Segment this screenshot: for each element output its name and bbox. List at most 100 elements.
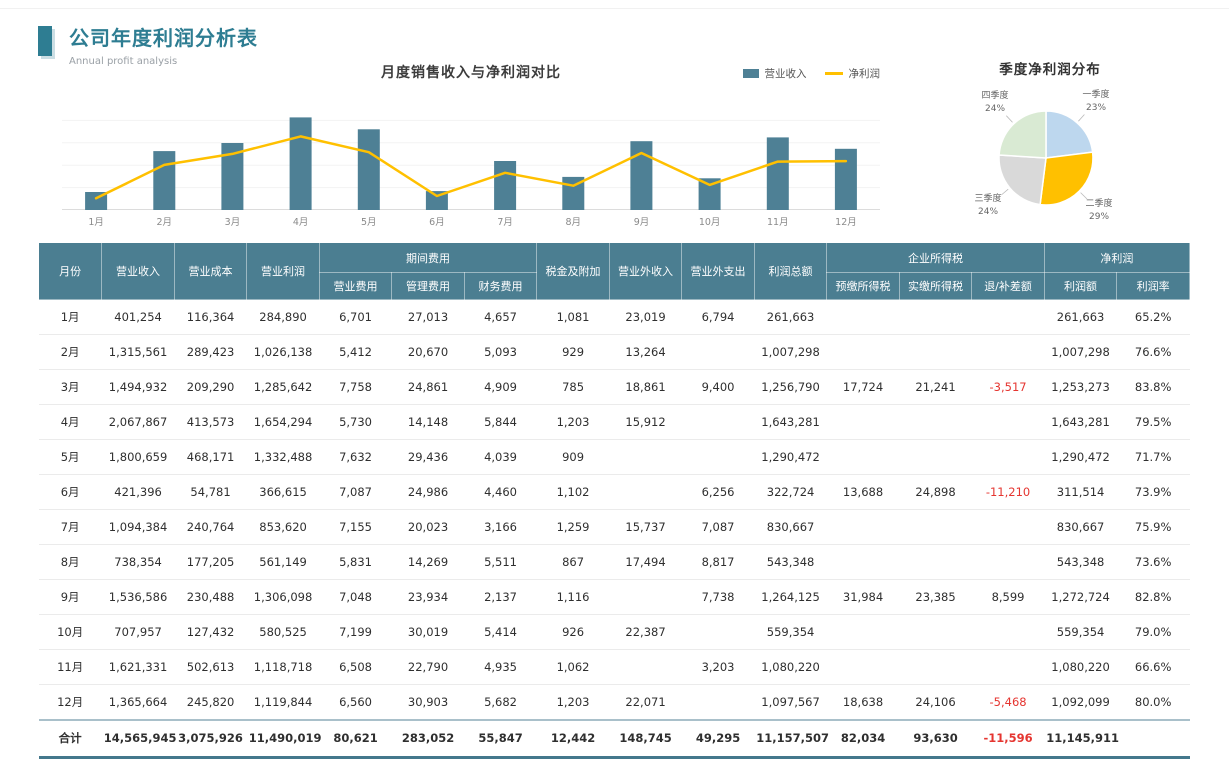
month-cell: 9月 — [38, 579, 102, 615]
value-cell: 1,253,273 — [1044, 369, 1117, 405]
value-cell: 502,613 — [174, 649, 247, 685]
column-header: 净利润 — [1043, 242, 1191, 273]
value-cell: 24,898 — [899, 474, 972, 510]
value-cell: 1,494,932 — [101, 369, 175, 405]
value-cell: 1,643,281 — [754, 404, 827, 440]
pie-leader-line — [1080, 192, 1088, 200]
pie-slice-三季度 — [998, 154, 1047, 206]
value-cell: 1,264,125 — [754, 579, 827, 615]
value-cell: 7,199 — [319, 614, 392, 650]
value-cell — [609, 439, 682, 475]
line-series-swatch-icon — [824, 72, 843, 75]
value-cell: 55,847 — [464, 718, 537, 759]
pie-label-三季度: 三季度 24% — [974, 193, 1002, 217]
month-cell: 合计 — [38, 718, 102, 759]
x-tick-6月: 6月 — [429, 217, 445, 228]
value-cell: 73.6% — [1116, 544, 1190, 580]
page-title: 公司年度利润分析表 — [69, 26, 258, 50]
value-cell: 1,116 — [536, 579, 610, 615]
value-cell: 853,620 — [246, 509, 320, 545]
value-cell: 8,817 — [681, 544, 755, 580]
value-cell: 1,203 — [536, 404, 610, 440]
value-cell — [681, 614, 755, 650]
value-cell: 79.0% — [1116, 614, 1190, 650]
x-tick-10月: 10月 — [698, 217, 721, 228]
value-cell: 284,890 — [246, 299, 320, 335]
bar-7月 — [494, 161, 517, 210]
value-cell: 20,670 — [391, 334, 465, 370]
value-cell: 5,682 — [464, 684, 537, 720]
x-tick-4月: 4月 — [292, 217, 309, 228]
x-tick-9月: 9月 — [633, 217, 650, 228]
value-cell — [826, 649, 900, 685]
pie-slice-二季度 — [1039, 151, 1094, 206]
value-cell: 830,667 — [754, 509, 827, 545]
value-cell: 80,621 — [319, 718, 392, 759]
value-cell: 71.7% — [1116, 439, 1190, 475]
value-cell — [971, 334, 1045, 370]
combo-chart: 月度销售收入与净利润对比 营业收入 净利润 1月 2月 3月 4月 5月 6月 7月 8月 9月… — [62, 62, 880, 228]
value-cell: 31,984 — [826, 579, 900, 615]
value-cell: 1,290,472 — [1044, 439, 1117, 475]
value-cell: 93,630 — [899, 718, 972, 759]
value-cell: 30,903 — [391, 684, 465, 720]
legend-label-netprofit: 净利润 — [848, 68, 881, 80]
bar-5月 — [357, 129, 380, 210]
profit-table: 月份 营业收入 营业成本 营业利润 期间费用 税金及附加 营业外收入 营业外支出 利润总额 企业所… — [37, 242, 1191, 759]
value-cell — [971, 509, 1045, 545]
value-cell: 1,272,724 — [1044, 579, 1117, 615]
value-cell: 1,365,664 — [101, 684, 175, 720]
value-cell: 580,525 — [246, 614, 320, 650]
value-cell: -5,468 — [971, 684, 1045, 720]
value-cell: 1,092,099 — [1044, 684, 1117, 720]
value-cell: -11,210 — [971, 474, 1045, 510]
sub-column-header: 利润额 — [1043, 272, 1118, 300]
value-cell: 707,957 — [101, 614, 175, 650]
value-cell — [681, 684, 755, 720]
value-cell: 1,285,642 — [246, 369, 320, 405]
value-cell: 1,081 — [536, 299, 610, 335]
value-cell: 3,075,926 — [174, 718, 247, 759]
bar-3月 — [221, 143, 244, 210]
pie-leader-line — [1001, 188, 1009, 196]
value-cell: 1,097,567 — [754, 684, 827, 720]
value-cell: 6,701 — [319, 299, 392, 335]
value-cell: 283,052 — [391, 718, 465, 759]
pie-label-二季度: 二季度 29% — [1085, 198, 1113, 222]
value-cell: 54,781 — [174, 474, 247, 510]
value-cell: 49,295 — [681, 718, 755, 759]
sub-column-header: 营业费用 — [318, 272, 393, 300]
table-row: 9月 1,536,586 230,488 1,306,098 7,048 23,934 2,… — [38, 579, 1190, 615]
value-cell: 5,511 — [464, 544, 537, 580]
value-cell: 9,400 — [681, 369, 755, 405]
column-header: 税金及附加 — [536, 242, 610, 300]
column-header: 营业外收入 — [608, 242, 683, 300]
value-cell: 11,157,507 — [754, 718, 829, 759]
value-cell: 4,909 — [464, 369, 537, 405]
value-cell: 230,488 — [174, 579, 247, 615]
total-row: 合计 14,565,945 3,075,926 11,490,019 80,621 283… — [38, 718, 1190, 759]
month-cell: 7月 — [38, 509, 102, 545]
value-cell: 5,730 — [319, 404, 392, 440]
value-cell: 79.5% — [1116, 404, 1190, 440]
value-cell: -3,517 — [971, 369, 1045, 405]
value-cell — [971, 439, 1045, 475]
value-cell: 13,264 — [609, 334, 682, 370]
value-cell — [681, 404, 755, 440]
pie-leader-line — [1078, 114, 1085, 122]
value-cell — [681, 439, 755, 475]
value-cell: 1,062 — [536, 649, 610, 685]
profit-table-header: 月份 营业收入 营业成本 营业利润 期间费用 税金及附加 营业外收入 营业外支出 利润总额 企业所… — [37, 242, 1191, 300]
combo-chart-canvas — [62, 117, 880, 210]
value-cell: 6,794 — [681, 299, 755, 335]
legend-item-netprofit: 净利润 — [824, 66, 881, 81]
table-row: 2月 1,315,561 289,423 1,026,138 5,412 20,670 5,… — [38, 334, 1190, 370]
value-cell: 5,831 — [319, 544, 392, 580]
value-cell: 1,654,294 — [246, 404, 320, 440]
bar-series-swatch-icon — [742, 69, 759, 78]
value-cell: 5,414 — [464, 614, 537, 650]
month-cell: 5月 — [38, 439, 102, 475]
value-cell: 421,396 — [101, 474, 175, 510]
value-cell — [609, 649, 682, 685]
